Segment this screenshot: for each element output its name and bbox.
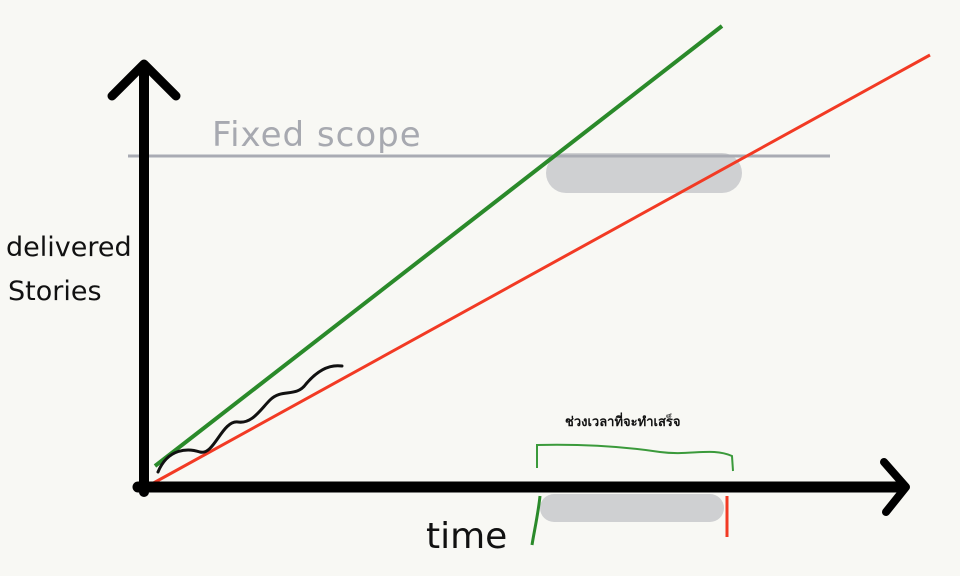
actual-progress-wave [156,364,344,474]
y-axis-arrowhead [107,59,181,101]
scope-intersection-smudge [546,153,742,193]
x-axis-label: time [426,516,507,557]
y-axis-label-line1: delivered [6,232,132,263]
completion-window-bracket [536,443,734,472]
optimistic-finish-tick [530,495,542,546]
optimistic-projection-line [153,24,724,468]
time-window-smudge [540,494,724,522]
x-axis-arrowhead [880,458,910,516]
fixed-scope-label: Fixed scope [212,115,422,155]
y-axis-label-line2: Stories [8,276,102,307]
completion-window-label: ช่วงเวลาที่จะทำเสร็จ [565,412,681,429]
pessimistic-projection-line [147,53,931,488]
